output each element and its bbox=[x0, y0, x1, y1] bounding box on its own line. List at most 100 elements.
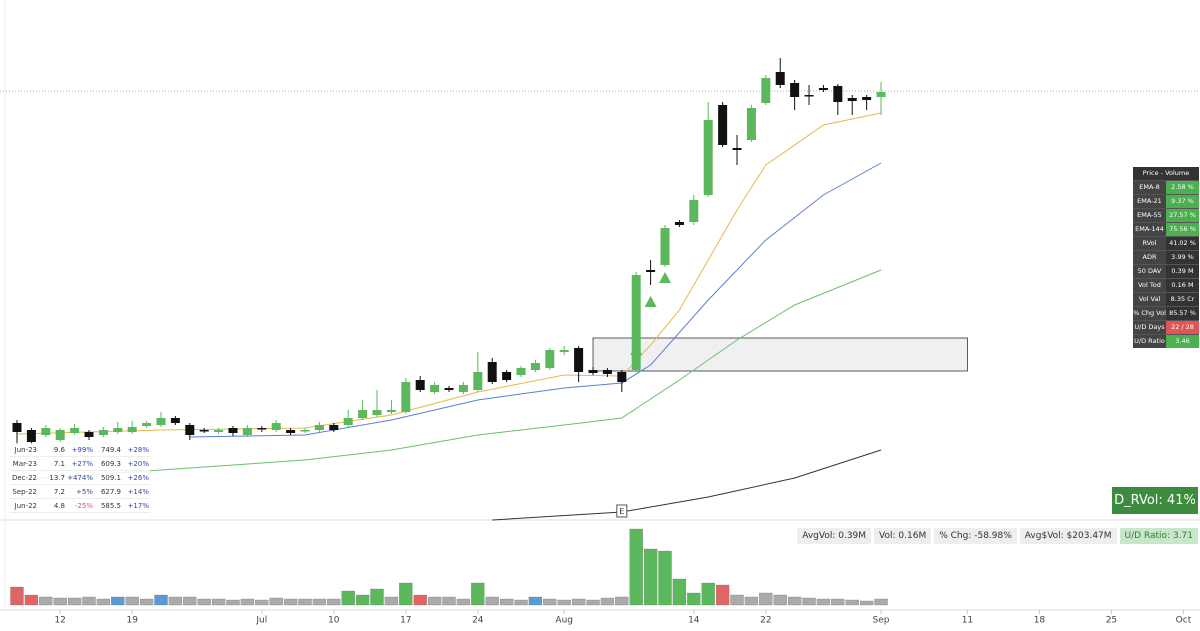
volume-bar bbox=[341, 590, 355, 606]
panel-value: 27.57 % bbox=[1166, 209, 1199, 222]
x-tick-label: Oct bbox=[1176, 616, 1192, 626]
volume-bar bbox=[384, 596, 399, 606]
candle-body bbox=[242, 428, 252, 435]
volume-bar bbox=[759, 592, 773, 606]
candle-body bbox=[386, 410, 396, 412]
panel-value: 22 / 28 bbox=[1166, 321, 1199, 334]
candle-body bbox=[41, 428, 51, 435]
candle-body bbox=[127, 427, 137, 432]
panel-title: Price - Volume bbox=[1133, 167, 1199, 180]
x-tick-label: 10 bbox=[328, 616, 340, 626]
table-cell: Mar-23 bbox=[12, 459, 37, 468]
volume-stat: U/D Ratio: 3.71 bbox=[1119, 528, 1198, 544]
table-cell: +474% bbox=[67, 473, 93, 482]
volume-bar bbox=[831, 598, 845, 606]
candle-body bbox=[26, 430, 36, 442]
candle-body bbox=[12, 423, 22, 432]
volume-bar bbox=[183, 596, 197, 606]
table-cell: 627.9 bbox=[100, 487, 121, 496]
volume-bar bbox=[24, 594, 39, 606]
panel-label: U/D Ratio bbox=[1133, 335, 1166, 348]
volume-bar bbox=[283, 598, 298, 606]
candle-body bbox=[329, 425, 339, 430]
panel-row: ADR 3.99 % bbox=[1133, 250, 1199, 264]
table-row: Jun-23 9.6 +99% 749.4 +28% bbox=[10, 443, 150, 457]
candle-body bbox=[847, 98, 857, 101]
candle-body bbox=[559, 350, 569, 352]
ema-line bbox=[16, 269, 882, 481]
volume-bar bbox=[643, 548, 658, 606]
volume-bar bbox=[658, 550, 672, 606]
volume-bar bbox=[413, 594, 427, 606]
volume-bar bbox=[327, 598, 341, 606]
candle-body bbox=[199, 430, 209, 432]
candle-body bbox=[703, 120, 713, 195]
volume-bar bbox=[557, 599, 571, 606]
panel-row: EMA-144 75.56 % bbox=[1133, 222, 1199, 236]
volume-bar bbox=[370, 588, 384, 606]
panel-label: ADR bbox=[1133, 251, 1166, 264]
volume-bar bbox=[600, 597, 615, 606]
panel-label: 50 DAV bbox=[1133, 265, 1166, 278]
ema-line bbox=[492, 449, 882, 521]
volume-stat: Vol: 0.16M bbox=[874, 528, 932, 544]
panel-value: 75.56 % bbox=[1166, 223, 1199, 236]
panel-row: 50 DAV 0.39 M bbox=[1133, 264, 1199, 278]
candle-body bbox=[790, 83, 800, 97]
candle-body bbox=[257, 428, 267, 430]
candle-body bbox=[660, 228, 670, 265]
x-tick-label: 11 bbox=[962, 616, 973, 626]
panel-label: Vol Tod bbox=[1133, 279, 1166, 292]
table-row: Mar-23 7.1 +27% 609.3 +20% bbox=[10, 457, 150, 471]
ema-line bbox=[16, 112, 882, 435]
volume-bar bbox=[399, 582, 413, 606]
volume-stat: % Chg: -58.98% bbox=[934, 528, 1017, 544]
table-cell: 609.3 bbox=[100, 459, 121, 468]
table-cell: 509.1 bbox=[100, 473, 121, 482]
table-cell: Jun-23 bbox=[14, 445, 37, 454]
volume-bar bbox=[571, 598, 586, 606]
ema-line bbox=[189, 162, 882, 438]
candle-body bbox=[718, 105, 728, 145]
volume-bar bbox=[111, 596, 125, 606]
volume-bar bbox=[240, 598, 255, 606]
panel-label: EMA-21 bbox=[1133, 195, 1166, 208]
table-cell: +20% bbox=[127, 459, 149, 468]
table-row: Dec-22 13.7 +474% 509.1 +26% bbox=[10, 471, 150, 485]
candle-body bbox=[631, 275, 641, 370]
volume-bar bbox=[715, 584, 730, 606]
panel-row: RVol 41.02 % bbox=[1133, 236, 1199, 250]
volume-bar bbox=[629, 528, 643, 606]
candle-body bbox=[401, 382, 411, 412]
table-cell: Dec-22 bbox=[12, 473, 37, 482]
volume-bar bbox=[298, 598, 312, 606]
panel-row: U/D Ratio 3.46 bbox=[1133, 334, 1199, 348]
volume-bar bbox=[874, 598, 888, 606]
candle-body bbox=[271, 423, 281, 430]
candle-body bbox=[372, 410, 382, 415]
volume-bar bbox=[687, 592, 701, 606]
table-cell: 9.6 bbox=[53, 445, 65, 454]
panel-label: U/D Days bbox=[1133, 321, 1166, 334]
rvol-badge: D_RVol: 41% bbox=[1112, 487, 1198, 514]
signal-marker bbox=[644, 296, 657, 307]
candle-body bbox=[502, 372, 512, 380]
candle-body bbox=[170, 418, 180, 423]
table-cell: +27% bbox=[71, 459, 93, 468]
candle-body bbox=[98, 430, 108, 435]
volume-bar bbox=[53, 597, 67, 606]
x-tick-label: Jul bbox=[255, 616, 267, 626]
panel-value: 9.37 % bbox=[1166, 195, 1199, 208]
candle-body bbox=[689, 200, 699, 222]
x-tick-label: 25 bbox=[1106, 616, 1117, 626]
candle-body bbox=[430, 385, 440, 392]
panel-value: 0.16 M bbox=[1166, 279, 1199, 292]
volume-bar bbox=[355, 594, 370, 606]
table-cell: 585.5 bbox=[100, 501, 121, 510]
candle-body bbox=[415, 380, 425, 390]
volume-bar bbox=[125, 596, 139, 606]
volume-bar bbox=[154, 594, 168, 606]
volume-bar bbox=[10, 586, 24, 606]
